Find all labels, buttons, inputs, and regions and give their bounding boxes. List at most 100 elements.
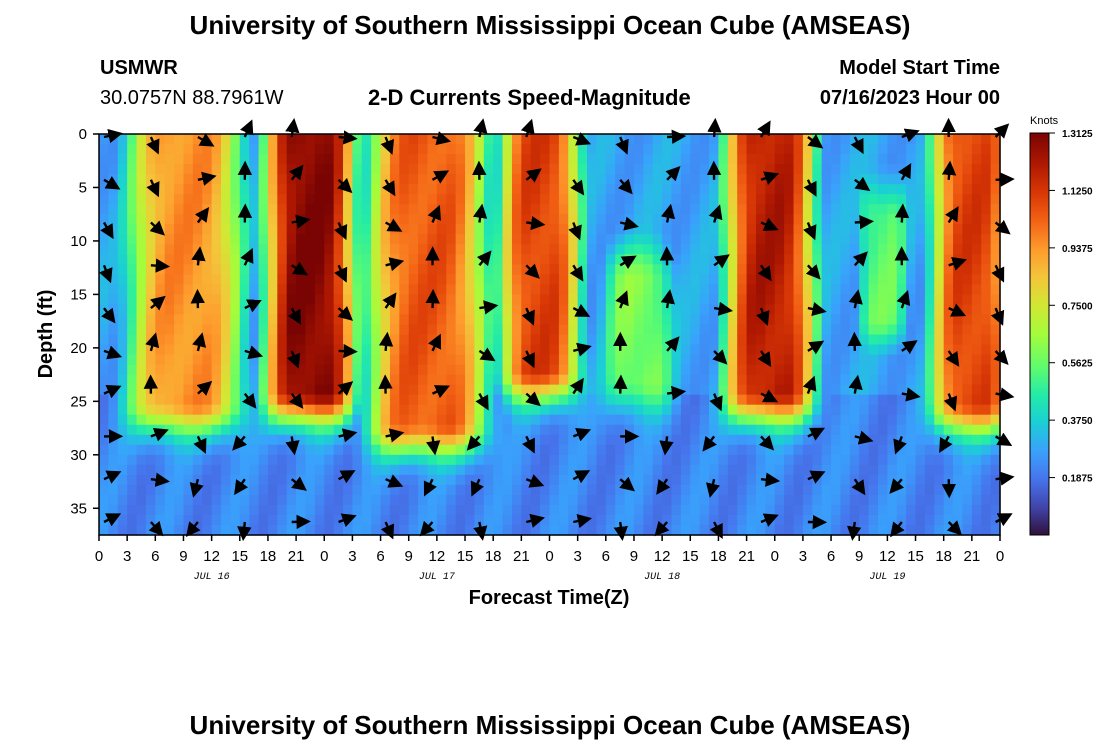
heat-cell xyxy=(755,344,766,356)
heat-cell xyxy=(230,314,241,326)
heat-cell xyxy=(821,174,832,185)
heat-cell xyxy=(662,374,673,386)
heat-cell xyxy=(727,334,738,346)
heat-cell xyxy=(718,514,729,526)
heat-cell xyxy=(267,524,278,536)
heat-cell xyxy=(418,344,429,356)
heat-cell xyxy=(361,224,372,235)
heat-cell xyxy=(455,464,466,476)
heat-cell xyxy=(324,444,335,456)
heat-cell xyxy=(549,454,560,466)
heat-cell xyxy=(183,194,194,205)
heat-cell xyxy=(174,374,185,386)
heat-cell xyxy=(324,274,335,285)
heat-cell xyxy=(587,264,598,275)
heat-cell xyxy=(277,434,288,446)
heat-cell xyxy=(718,434,729,446)
heat-cell xyxy=(652,244,663,255)
heat-cell xyxy=(399,314,410,326)
heat-cell xyxy=(352,194,363,205)
heat-cell xyxy=(286,134,297,145)
heat-cell xyxy=(267,324,278,336)
heat-cell xyxy=(568,334,579,346)
heat-cell xyxy=(145,444,156,456)
heat-cell xyxy=(587,174,598,185)
heat-cell xyxy=(755,524,766,536)
heat-cell xyxy=(934,514,945,526)
heat-cell xyxy=(934,244,945,255)
heat-cell xyxy=(174,424,185,436)
heat-cell xyxy=(174,514,185,526)
heat-cell xyxy=(596,254,607,265)
heat-cell xyxy=(521,424,532,436)
heat-cell xyxy=(915,244,926,255)
heat-cell xyxy=(455,394,466,406)
heat-cell xyxy=(821,364,832,376)
heat-cell xyxy=(521,214,532,225)
heat-cell xyxy=(887,344,898,356)
heat-cell xyxy=(690,334,701,346)
heat-cell xyxy=(127,404,138,416)
heat-cell xyxy=(436,414,447,426)
current-arrow xyxy=(946,520,963,536)
heat-cell xyxy=(136,424,147,436)
heat-cell xyxy=(643,374,654,386)
heat-cell xyxy=(530,414,541,426)
heat-cell xyxy=(493,294,504,306)
heat-cell xyxy=(643,434,654,446)
heat-cell xyxy=(108,224,119,235)
heat-cell xyxy=(774,454,785,466)
heat-cell xyxy=(211,264,222,275)
heat-cell xyxy=(812,234,823,245)
heat-cell xyxy=(643,194,654,205)
heat-cell xyxy=(690,414,701,426)
heat-cell xyxy=(389,484,400,496)
heat-cell xyxy=(840,194,851,205)
heat-cell xyxy=(267,184,278,195)
heat-cell xyxy=(230,454,241,466)
heat-cell xyxy=(540,404,551,416)
heat-cell xyxy=(380,254,391,265)
heat-cell xyxy=(981,294,992,306)
heat-cell xyxy=(164,504,175,516)
current-arrow xyxy=(193,435,207,454)
heat-cell xyxy=(643,354,654,366)
current-arrow xyxy=(667,129,687,144)
heat-cell xyxy=(296,184,307,195)
heat-cell xyxy=(831,284,842,296)
heat-cell xyxy=(558,284,569,296)
heat-cell xyxy=(324,234,335,245)
x-tick-label: 0 xyxy=(771,548,779,565)
heat-cell xyxy=(296,144,307,155)
heat-cell xyxy=(314,184,325,195)
heat-cell xyxy=(831,344,842,356)
heat-cell xyxy=(737,414,748,426)
heat-cell xyxy=(680,494,691,506)
heat-cell xyxy=(446,454,457,466)
heat-cell xyxy=(493,234,504,245)
heat-cell xyxy=(436,354,447,366)
heat-cell xyxy=(136,304,147,316)
heat-cell xyxy=(511,184,522,195)
heat-cell xyxy=(812,174,823,185)
heat-cell xyxy=(643,444,654,456)
heat-cell xyxy=(831,394,842,406)
heat-cell xyxy=(474,424,485,436)
heat-cell xyxy=(455,414,466,426)
heat-cell xyxy=(699,294,710,306)
heat-cell xyxy=(643,254,654,265)
heat-cell xyxy=(540,144,551,155)
heat-cell xyxy=(127,224,138,235)
x-tick-label: 0 xyxy=(996,548,1004,565)
heat-cell xyxy=(859,514,870,526)
heat-cell xyxy=(230,164,241,175)
heat-cell xyxy=(249,354,260,366)
heat-cell xyxy=(314,174,325,185)
heat-cell xyxy=(408,364,419,376)
heat-cell xyxy=(737,194,748,205)
heat-cell xyxy=(831,184,842,195)
heat-cell xyxy=(174,194,185,205)
heat-cell xyxy=(605,314,616,326)
heat-cell xyxy=(211,404,222,416)
